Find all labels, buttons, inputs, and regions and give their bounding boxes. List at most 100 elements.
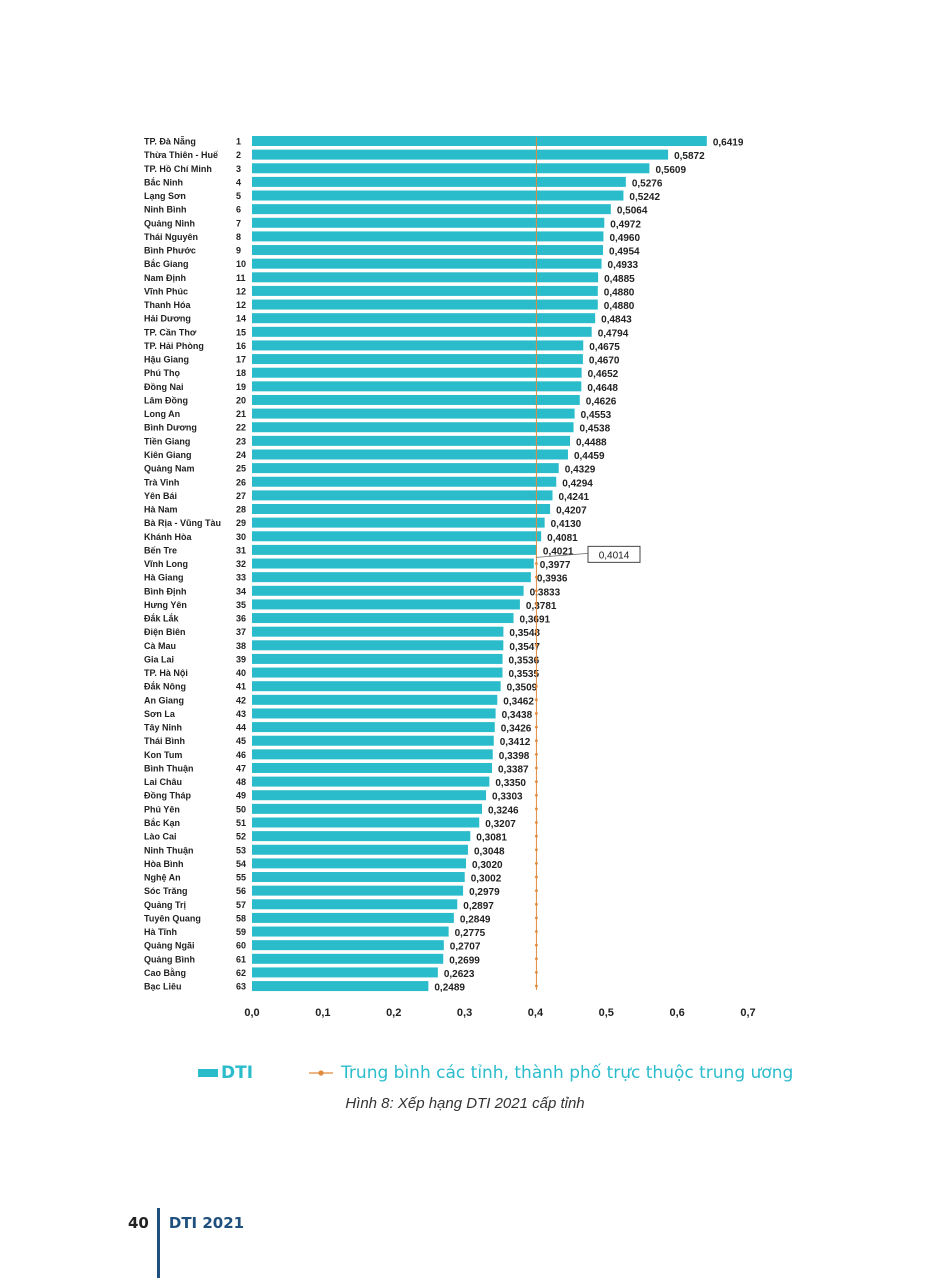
rank-label: 36: [236, 614, 246, 624]
rank-label: 6: [236, 205, 241, 215]
value-label: 0,4329: [565, 465, 596, 476]
category-label: Đắk Nông: [144, 681, 186, 692]
rank-label: 27: [236, 491, 246, 501]
category-label: Thanh Hóa: [144, 300, 191, 310]
rank-label: 19: [236, 382, 246, 392]
average-point: [535, 875, 538, 879]
rank-label: 57: [236, 900, 246, 910]
category-label: Quảng Ngãi: [144, 941, 195, 951]
value-label: 0,4294: [562, 478, 593, 489]
bar: [252, 504, 551, 515]
rank-label: 62: [236, 968, 246, 978]
x-tick-label: 0,6: [669, 1007, 684, 1019]
average-point: [535, 916, 538, 920]
average-point: [535, 821, 538, 824]
bar: [252, 313, 596, 324]
bar: [252, 694, 498, 705]
bar: [252, 967, 438, 978]
value-label: 0,2707: [450, 942, 481, 953]
bar: [252, 762, 492, 773]
category-label: Phú Yên: [144, 804, 180, 814]
bar: [252, 354, 583, 365]
value-label: 0,4880: [604, 287, 635, 298]
average-point: [535, 671, 538, 674]
value-label: 0,4648: [587, 383, 618, 394]
rank-label: 41: [236, 682, 246, 692]
value-label: 0,3246: [488, 805, 519, 816]
rank-label: 61: [236, 954, 246, 964]
value-label: 0,4885: [604, 274, 635, 285]
bar: [252, 667, 503, 678]
value-label: 0,2849: [460, 914, 491, 925]
rank-label: 11: [236, 273, 246, 283]
bar: [252, 572, 531, 583]
category-label: An Giang: [144, 695, 184, 705]
value-label: 0,4794: [598, 328, 629, 339]
rank-label: 18: [236, 368, 246, 378]
rank-label: 5: [236, 191, 241, 201]
category-label: Thái Bình: [144, 736, 185, 746]
category-label: Lạng Sơn: [144, 191, 186, 201]
value-label: 0,6419: [713, 138, 744, 149]
rank-label: 20: [236, 395, 246, 405]
value-label: 0,3350: [495, 778, 526, 789]
category-label: Điện Biên: [144, 627, 186, 637]
category-label: TP. Cần Thơ: [144, 327, 197, 337]
value-label: 0,3462: [503, 696, 534, 707]
rank-label: 50: [236, 804, 246, 814]
value-label: 0,4081: [547, 533, 578, 544]
rank-label: 54: [236, 859, 246, 869]
rank-label: 46: [236, 750, 246, 760]
rank-label: 16: [236, 341, 246, 351]
bar: [252, 476, 557, 487]
category-label: Tây Ninh: [144, 723, 182, 733]
bar: [252, 912, 454, 923]
bar: [252, 899, 458, 910]
rank-label: 39: [236, 654, 246, 664]
category-label: Quảng Bình: [144, 954, 195, 964]
value-label: 0,2699: [449, 955, 480, 966]
bar: [252, 735, 494, 746]
bar: [252, 626, 504, 637]
bar: [252, 163, 650, 174]
value-label: 0,4670: [589, 356, 620, 367]
category-label: Bạc Liêu: [144, 982, 182, 992]
rank-label: 1: [236, 137, 241, 147]
rank-label: 56: [236, 886, 246, 896]
category-label: Phú Thọ: [144, 368, 180, 378]
average-point: [535, 562, 538, 565]
rank-label: 28: [236, 505, 246, 515]
value-label: 0,4675: [589, 342, 620, 353]
value-label: 0,3412: [500, 737, 531, 748]
bar: [252, 299, 598, 310]
category-label: TP. Hà Nội: [144, 668, 188, 678]
value-label: 0,4207: [556, 506, 587, 517]
rank-label: 42: [236, 695, 246, 705]
rank-label: 63: [236, 982, 246, 992]
rank-label: 51: [236, 818, 246, 828]
rank-label: 12: [236, 286, 246, 296]
category-label: Lai Châu: [144, 777, 182, 787]
bar: [252, 885, 464, 896]
legend-swatch-dti: [198, 1069, 218, 1077]
page-number: 40: [128, 1214, 149, 1232]
value-label: 0,3535: [508, 669, 539, 680]
rank-label: 35: [236, 600, 246, 610]
footer-divider: [156, 1208, 160, 1278]
rank-label: 38: [236, 641, 246, 651]
category-label: Sóc Trăng: [144, 886, 188, 896]
bar: [252, 558, 534, 569]
rank-label: 44: [236, 723, 246, 733]
rank-label: 34: [236, 586, 246, 596]
rank-label: 17: [236, 355, 246, 365]
average-point: [535, 739, 538, 743]
average-point: [535, 575, 538, 579]
bar: [252, 149, 669, 160]
page-footer: 40 DTI 2021: [128, 1208, 244, 1278]
bar: [252, 817, 480, 828]
average-point: [535, 630, 538, 634]
figure-caption: Hình 8: Xếp hạng DTI 2021 cấp tỉnh: [345, 1095, 585, 1112]
category-label: Lào Cai: [144, 832, 177, 842]
rank-label: 47: [236, 763, 246, 773]
rank-label: 30: [236, 532, 246, 542]
